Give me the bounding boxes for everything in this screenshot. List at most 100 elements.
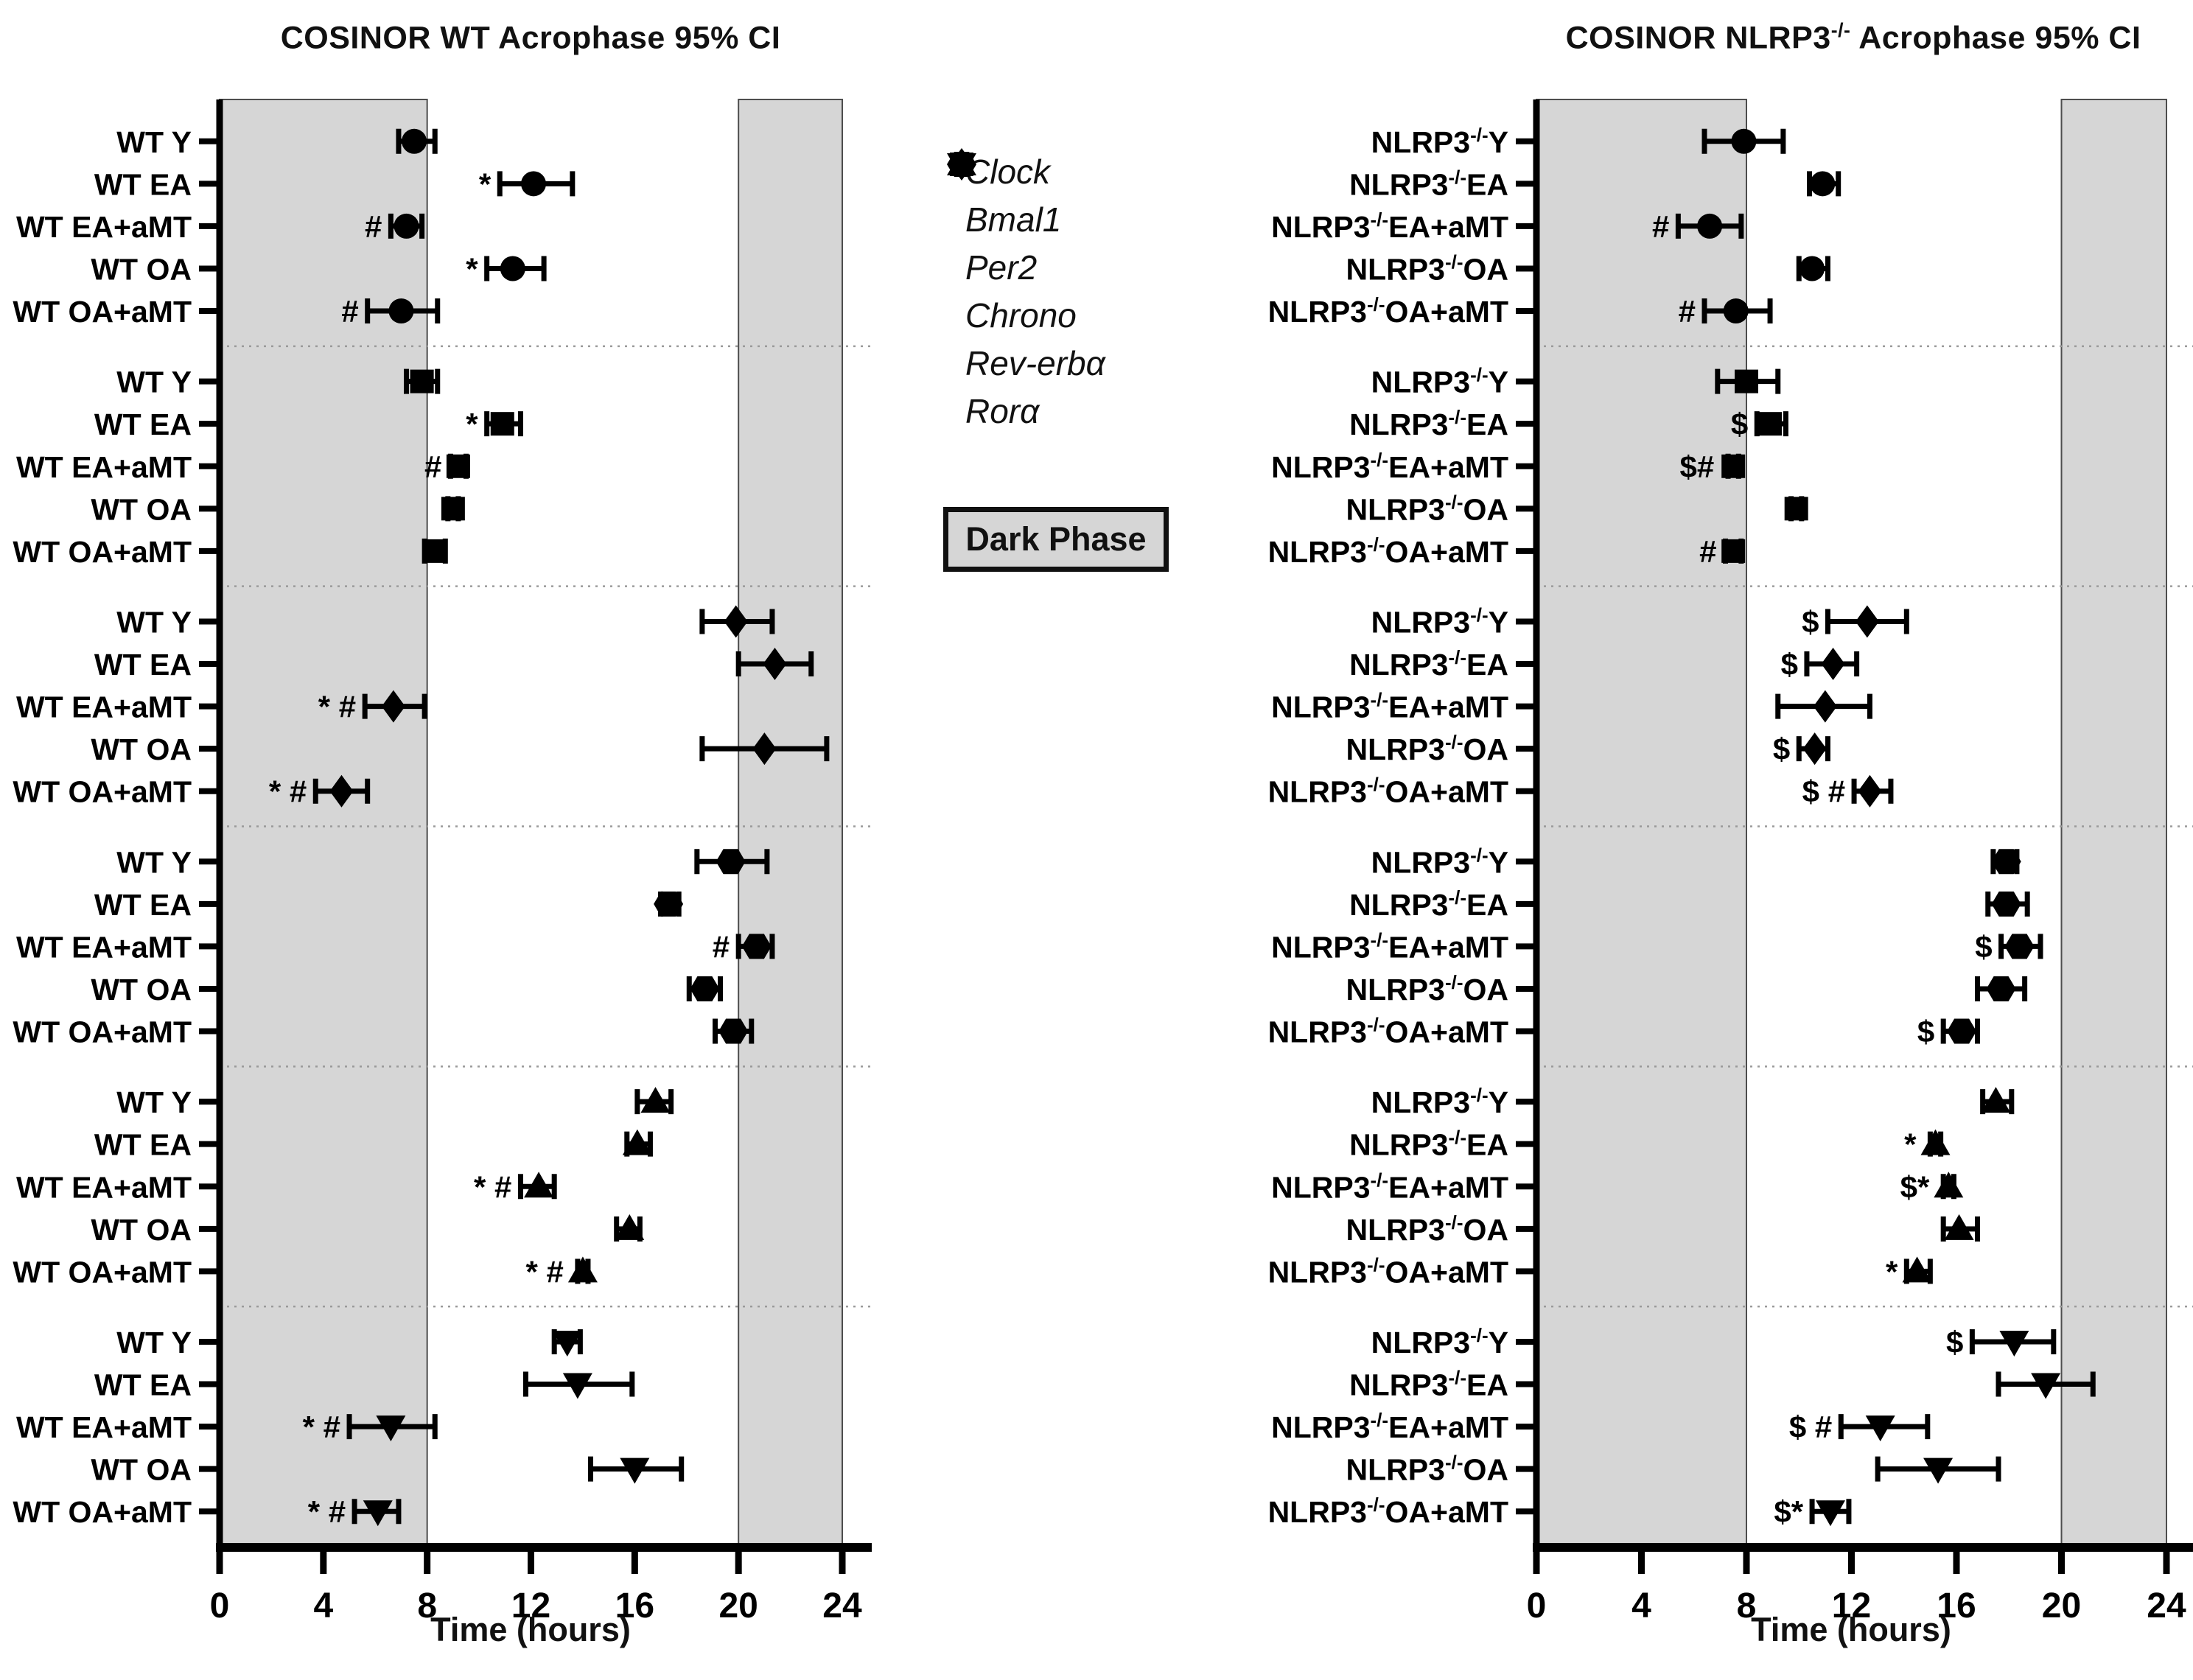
marker-triangle-up-Rev-erbα — [640, 1087, 671, 1113]
legend-label: Rev-erbα — [965, 343, 1105, 382]
significance-annotation: # — [1679, 294, 1696, 329]
marker-triangle-down-Rorα — [552, 1330, 582, 1357]
marker-triangle-up-Rev-erbα — [1920, 1129, 1951, 1155]
x-tick-label: 12 — [1832, 1586, 1871, 1625]
marker-hexagon-Chrono — [1986, 976, 2016, 1001]
marker-triangle-down-Rorα — [1865, 1415, 1895, 1442]
marker-diamond-Per2 — [724, 605, 748, 638]
marker-triangle-up-Rev-erbα — [1981, 1087, 2011, 1113]
legend-label: Bmal1 — [965, 200, 1062, 239]
triangle-down-icon — [947, 153, 976, 179]
dark-phase-band — [2060, 99, 2167, 1548]
gene-group-Clock: NLRP3-/-Y NLRP3-/-EA NLRP3-/-EA+aMT # NLRP3-… — [1268, 124, 1842, 329]
left-x-axis-label: Time (hours) — [430, 1611, 631, 1648]
marker-square-Bmal1 — [490, 412, 514, 436]
marker-triangle-down-Rorα — [562, 1373, 592, 1399]
marker-triangle-up-Rev-erbα — [524, 1172, 554, 1198]
right-title-suffix: Acrophase 95% CI — [1850, 20, 2141, 56]
marker-diamond-Per2 — [752, 732, 777, 766]
row-label: WT OA — [91, 1453, 192, 1487]
significance-annotation: $ # — [1789, 1410, 1832, 1444]
x-tick-label: 4 — [1631, 1586, 1651, 1625]
marker-hexagon-Chrono — [716, 849, 746, 875]
legend-item-per2: Per2 — [945, 148, 1105, 291]
marker-triangle-down-Rorα — [1923, 1457, 1954, 1484]
marker-diamond-Per2 — [1858, 774, 1882, 808]
x-tick-label: 8 — [1737, 1586, 1757, 1625]
significance-annotation: * # — [308, 1494, 346, 1529]
row-label: NLRP3-/-Y — [1371, 603, 1508, 639]
marker-square-Bmal1 — [441, 497, 465, 521]
row-label: WT EA+aMT — [16, 690, 192, 724]
gene-group-Bmal1: NLRP3-/-Y NLRP3-/-EA $ NLRP3-/-EA+aMT $# NLRP… — [1268, 364, 1808, 569]
row-label: NLRP3-/-OA — [1346, 971, 1508, 1007]
row-label: WT OA+aMT — [13, 1015, 192, 1049]
left-title-text: COSINOR WT Acrophase 95% CI — [280, 20, 781, 56]
marker-hexagon-Chrono — [718, 1018, 749, 1044]
legend-item-bmal1: Bmal1 — [945, 153, 1105, 243]
x-tick-label: 24 — [2147, 1586, 2186, 1625]
row-label: WT EA+aMT — [16, 210, 192, 244]
row-label: WT EA — [94, 407, 192, 441]
legend-item-chrono: Chrono — [945, 152, 1105, 339]
significance-annotation: * — [1904, 1127, 1917, 1162]
x-tick-label: 16 — [615, 1586, 654, 1625]
significance-annotation: # — [365, 209, 382, 244]
row-label: NLRP3-/-OA — [1346, 1211, 1508, 1247]
row-label: NLRP3-/-EA — [1349, 886, 1508, 922]
row-label: NLRP3-/-OA — [1346, 251, 1508, 286]
significance-annotation: $ — [1731, 407, 1748, 441]
significance-annotation: * # — [269, 774, 307, 809]
x-tick-label: 20 — [2042, 1586, 2081, 1625]
row-label: WT Y — [116, 1085, 192, 1119]
marker-diamond-Per2 — [381, 690, 405, 723]
row-label: WT EA — [94, 888, 192, 922]
left-panel-title: COSINOR WT Acrophase 95% CI — [44, 19, 1017, 56]
x-tick-label: 0 — [1527, 1586, 1547, 1625]
x-tick-label: 24 — [822, 1586, 862, 1625]
row-label: WT OA+aMT — [13, 775, 192, 809]
marker-hexagon-Chrono — [690, 976, 720, 1001]
row-label: NLRP3-/-OA+aMT — [1268, 533, 1508, 569]
significance-annotation: $* — [1774, 1494, 1803, 1529]
significance-annotation: # — [341, 294, 358, 329]
x-tick-label: 20 — [718, 1586, 758, 1625]
significance-annotation: # — [1699, 534, 1716, 569]
significance-annotation: $ # — [1802, 774, 1845, 809]
row-label: NLRP3-/-EA — [1349, 406, 1508, 441]
row-label: NLRP3-/-EA+aMT — [1271, 209, 1508, 244]
marker-diamond-Per2 — [1813, 690, 1837, 723]
marker-triangle-up-Rev-erbα — [622, 1129, 652, 1155]
x-tick-label: 12 — [511, 1586, 550, 1625]
marker-circle-Clock — [500, 256, 525, 281]
right-title-text: COSINOR NLRP3 — [1565, 20, 1831, 56]
significance-annotation: * — [479, 167, 492, 201]
row-label: NLRP3-/-EA+aMT — [1271, 449, 1508, 484]
significance-annotation: * — [466, 407, 478, 441]
row-label: WT EA — [94, 1128, 192, 1162]
row-label: WT OA+aMT — [13, 535, 192, 569]
marker-triangle-down-Rorα — [1999, 1330, 2029, 1357]
row-label: WT Y — [116, 605, 192, 639]
marker-triangle-down-Rorα — [620, 1457, 650, 1484]
marker-diamond-Per2 — [1821, 648, 1845, 681]
row-label: NLRP3-/-OA+aMT — [1268, 1014, 1508, 1049]
significance-annotation: $ — [1802, 604, 1819, 639]
row-label: NLRP3-/-EA — [1349, 1127, 1508, 1162]
marker-hexagon-Chrono — [1947, 1018, 1977, 1044]
legend-item-ror-: Rorα — [945, 153, 1105, 435]
row-label: WT OA+aMT — [13, 1495, 192, 1529]
legend-label: Per2 — [965, 248, 1038, 287]
row-label: WT EA+aMT — [16, 1170, 192, 1204]
x-tick-label: 16 — [1937, 1586, 1976, 1625]
row-label: WT OA — [91, 492, 192, 526]
marker-square-Bmal1 — [1721, 454, 1746, 478]
significance-annotation: $ — [1773, 732, 1790, 766]
marker-circle-Clock — [521, 171, 547, 197]
marker-circle-Clock — [1799, 256, 1825, 281]
row-label: NLRP3-/-OA+aMT — [1268, 293, 1508, 329]
gene-group-Rev-erbα: WT Y WT EA WT EA+aMT * # WT OA WT OA+aMT * # — [13, 1085, 674, 1289]
marker-circle-Clock — [1810, 171, 1836, 197]
legend-item-rev-erb-: Rev-erbα — [945, 150, 1105, 387]
row-label: NLRP3-/-EA+aMT — [1271, 1169, 1508, 1204]
